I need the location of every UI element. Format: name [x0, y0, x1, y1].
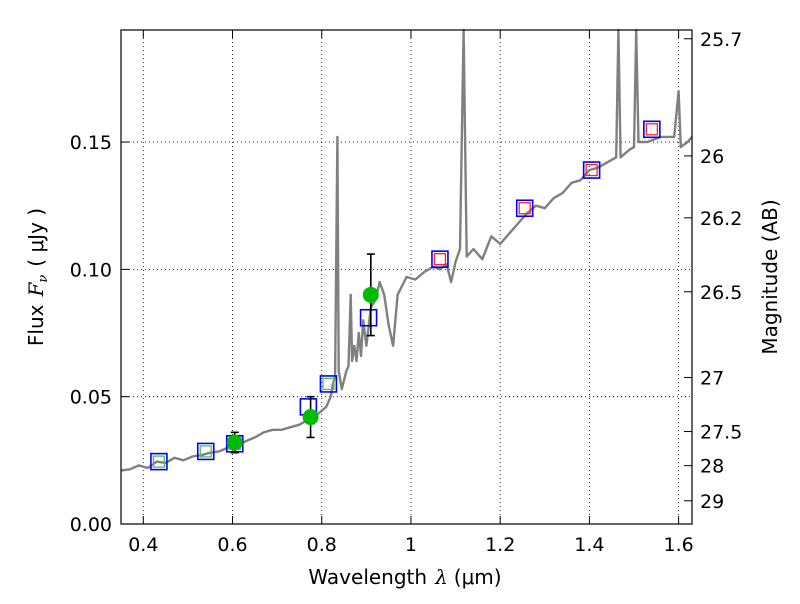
model-inner-square-marker — [585, 163, 598, 177]
y-tick-label: 0.15 — [70, 132, 112, 154]
model-square-marker — [515, 199, 534, 218]
photometry-point — [302, 409, 319, 426]
y2-axis-ticks: 25.7 26 26.2 26.5 27 27.5 28 29 — [684, 29, 742, 513]
model-inner-square-marker — [199, 445, 212, 458]
y2-tick-label: 26.2 — [700, 208, 742, 230]
photometry-point — [226, 434, 243, 451]
y2-tick-label: 26 — [700, 146, 724, 168]
model-square-marker — [196, 442, 215, 461]
photometry-point — [362, 286, 379, 303]
y-tick-label: 0.05 — [70, 387, 112, 409]
model-inner-square-marker — [322, 377, 335, 391]
model-square-marker — [319, 375, 338, 393]
model-square-marker — [431, 250, 449, 268]
x-tick-label: 1.4 — [574, 534, 604, 556]
model-square-marker — [150, 452, 168, 471]
model-inner-square-marker — [518, 202, 531, 215]
sed-line — [120, 28, 693, 472]
y-axis-ticks: 0.00 0.05 0.10 0.15 — [70, 132, 129, 536]
y2-tick-label: 25.7 — [700, 29, 742, 51]
x-axis-ticks: 0.4 0.6 0.8 1 1.2 1.4 1.6 — [128, 30, 694, 556]
model-inner-square-marker — [433, 253, 447, 266]
y2-tick-label: 29 — [700, 491, 724, 513]
x-tick-label: 0.8 — [307, 534, 337, 556]
model-inner-square-marker — [152, 455, 166, 468]
x-tick-label: 1.2 — [485, 534, 515, 556]
x-tick-label: 0.4 — [128, 534, 158, 556]
y2-axis-label: Magnitude (AB) — [758, 199, 782, 354]
photometry-points — [226, 253, 379, 454]
x-tick-label: 1 — [405, 534, 417, 556]
model-inner-square-marker — [645, 123, 659, 136]
model-squares — [150, 120, 661, 471]
y2-tick-label: 27.5 — [700, 422, 742, 444]
y2-tick-label: 26.5 — [700, 282, 742, 304]
y-axis-label: FluxFν( μJy ) — [24, 208, 51, 346]
y-tick-label: 0.10 — [70, 259, 112, 281]
x-tick-label: 0.6 — [217, 534, 247, 556]
model-square-marker — [643, 120, 661, 139]
y-tick-label: 0.00 — [70, 514, 112, 536]
y2-tick-label: 28 — [700, 456, 724, 478]
model-square-marker — [582, 161, 601, 179]
sed-series — [120, 28, 693, 472]
model-square-marker — [359, 308, 378, 327]
y2-tick-label: 27 — [700, 367, 724, 389]
x-axis-label: Wavelength λ (μm) — [308, 565, 501, 589]
plot-frame — [120, 29, 693, 525]
x-tick-label: 1.6 — [664, 534, 694, 556]
